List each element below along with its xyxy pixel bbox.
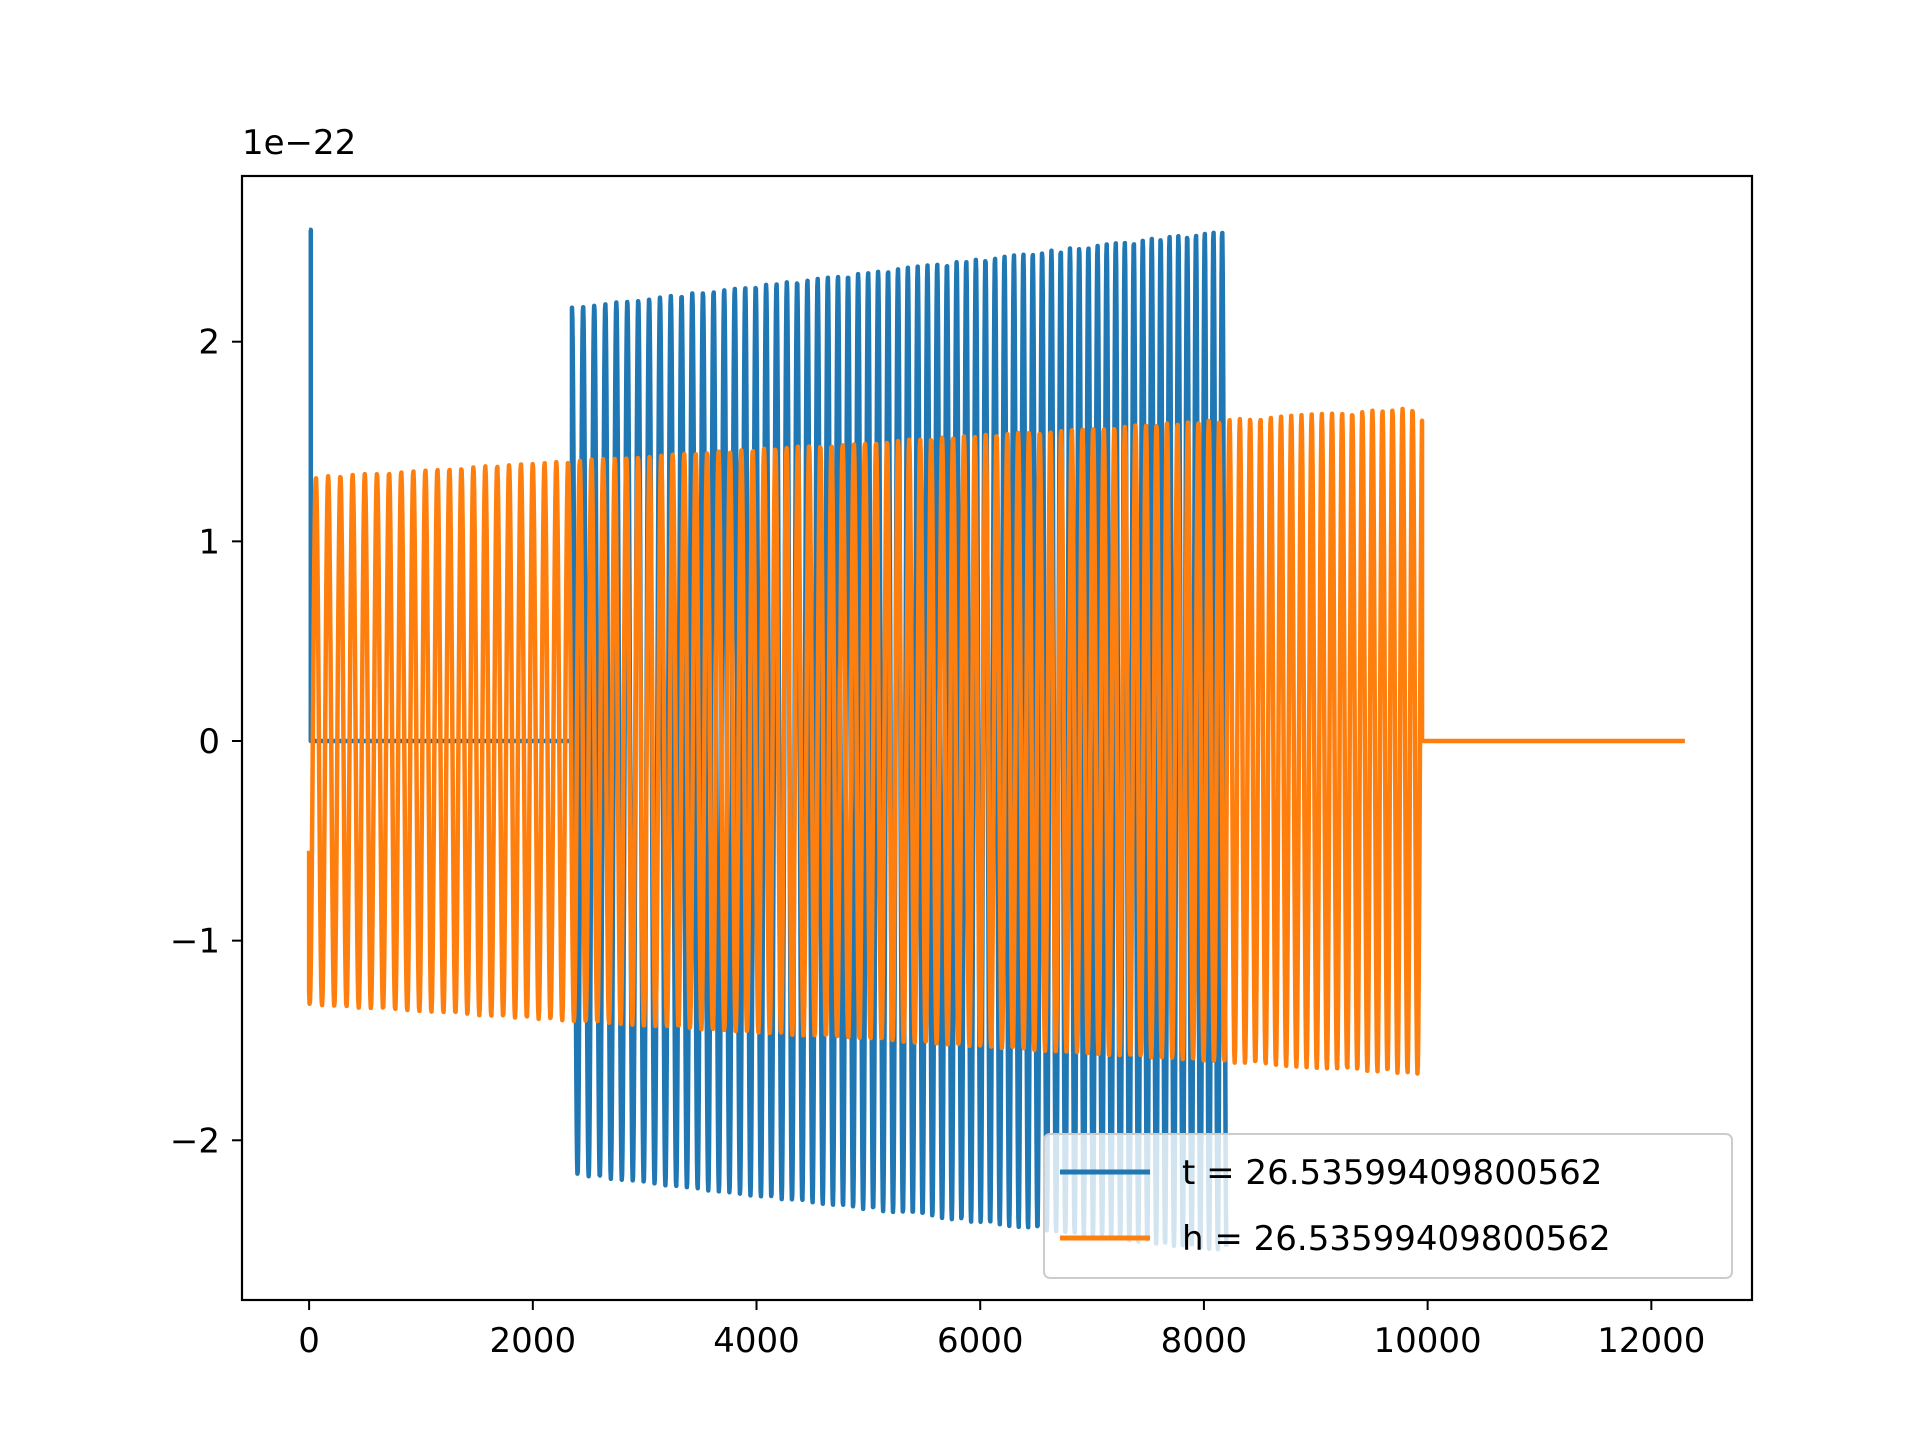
x-tick-label: 2000 [490,1321,577,1361]
series-h-line [306,406,1685,1076]
series-t-line [308,227,1229,1252]
axes-frame [240,174,1754,1302]
legend-label-h: h = 26.53599409800562 [1182,1219,1611,1259]
x-tick-label: 12000 [1597,1321,1705,1361]
y-offset-text: 1e−22 [242,123,356,163]
y-tick-label: −2 [170,1121,220,1161]
y-tick-label: 2 [198,323,220,363]
x-tick-label: 0 [298,1321,320,1361]
x-tick-label: 4000 [713,1321,800,1361]
x-tick-label: 10000 [1374,1321,1482,1361]
plot-area [306,227,1685,1252]
legend: t = 26.53599409800562 h = 26.53599409800… [1043,1133,1733,1279]
legend-label-t: t = 26.53599409800562 [1182,1153,1602,1193]
y-tick-label: 1 [198,522,220,562]
y-axis: −2 −1 0 1 2 [170,323,242,1161]
x-tick-label: 8000 [1161,1321,1248,1361]
legend-box [1043,1133,1733,1279]
y-tick-label: −1 [170,922,220,962]
x-axis: 0 2000 4000 6000 8000 10000 12000 [298,1300,1705,1361]
y-tick-label: 0 [198,722,220,762]
x-tick-label: 6000 [937,1321,1024,1361]
